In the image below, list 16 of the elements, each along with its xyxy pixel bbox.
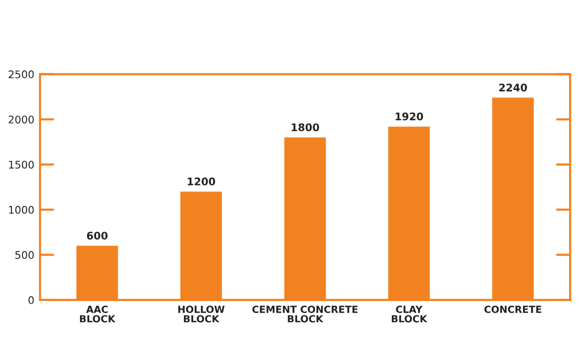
- y-tick-label: 1000: [9, 206, 34, 214]
- data-label: 1920: [396, 112, 424, 120]
- y-tick-label: 2000: [8, 116, 34, 124]
- x-tick-label: CEMENT CONCRETE BLOCK: [252, 306, 358, 322]
- x-tick-label: CLAY BLOCK: [392, 306, 428, 322]
- y-tick-label: 2500: [8, 70, 34, 78]
- x-tick-label: CONCRETE: [484, 306, 542, 314]
- y-tick-label: 1500: [9, 160, 34, 169]
- y-tick-label: 0: [28, 296, 34, 304]
- data-label: 1800: [292, 123, 320, 132]
- y-tick-label: 500: [15, 251, 34, 259]
- data-label: 1200: [188, 178, 216, 186]
- x-tick-label: HOLLOW BLOCK: [178, 306, 225, 322]
- data-label: 600: [86, 232, 108, 240]
- x-tick-label: AAC BLOCK: [80, 306, 116, 322]
- data-label: 2240: [499, 84, 527, 92]
